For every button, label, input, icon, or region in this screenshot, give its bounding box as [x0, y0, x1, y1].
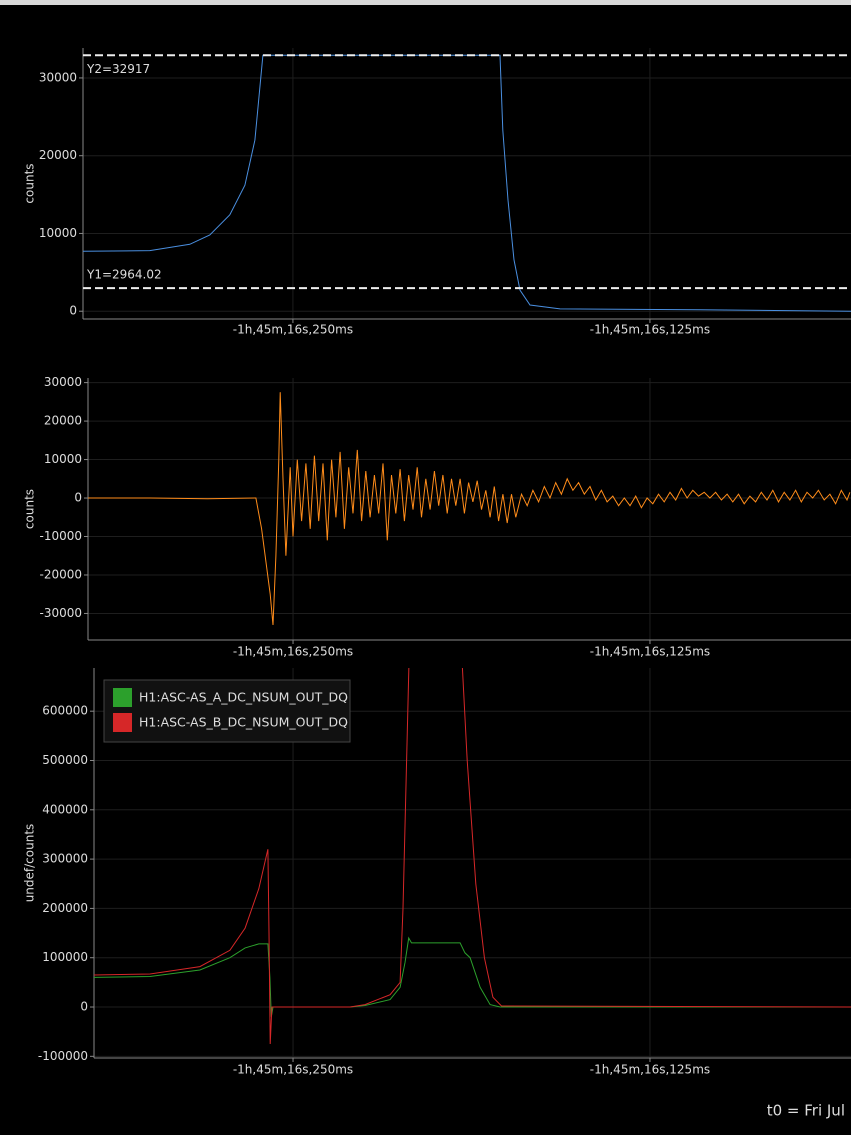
x-tick-label: -1h,45m,16s,125ms: [590, 1063, 710, 1077]
x-tick-label: -1h,45m,16s,250ms: [233, 645, 353, 659]
y-tick-label: -10000: [39, 529, 82, 543]
y-tick-label: 20000: [39, 148, 77, 162]
data-line: [94, 668, 851, 1045]
x-tick-label: -1h,45m,16s,250ms: [233, 323, 353, 337]
y-tick-label: 0: [74, 491, 82, 505]
y-tick-label: 0: [69, 304, 77, 318]
y-tick-label: 20000: [44, 414, 82, 428]
cursor-label: Y2=32917: [86, 62, 150, 76]
y-axis-label: counts: [23, 489, 37, 529]
y-tick-label: 300000: [42, 852, 88, 866]
y-tick-label: 10000: [44, 452, 82, 466]
cursor-label: Y1=2964.02: [86, 268, 162, 282]
legend-label: H1:ASC-AS_A_DC_NSUM_OUT_DQ: [139, 690, 348, 705]
legend-swatch: [113, 688, 132, 707]
data-line: [94, 936, 851, 1017]
y-tick-label: 10000: [39, 226, 77, 240]
y-tick-label: -30000: [39, 606, 82, 620]
data-line: [83, 54, 851, 312]
y-tick-label: 400000: [42, 802, 88, 816]
y-tick-label: 0: [80, 1000, 88, 1014]
footer: t0 = Fri Jul: [767, 1102, 845, 1120]
y-tick-label: -20000: [39, 567, 82, 581]
x-tick-label: -1h,45m,16s,250ms: [233, 1063, 353, 1077]
y-tick-label: 30000: [39, 70, 77, 84]
legend-label: H1:ASC-AS_B_DC_NSUM_OUT_DQ: [139, 715, 348, 730]
y-tick-label: 30000: [44, 375, 82, 389]
legend: [103, 679, 351, 743]
y-tick-label: 500000: [42, 753, 88, 767]
y-tick-label: -100000: [38, 1049, 88, 1063]
data-line: [88, 392, 851, 626]
y-tick-label: 100000: [42, 950, 88, 964]
y-tick-label: 600000: [42, 704, 88, 718]
x-tick-label: -1h,45m,16s,125ms: [590, 645, 710, 659]
x-tick-label: -1h,45m,16s,125ms: [590, 323, 710, 337]
y-tick-label: 200000: [42, 901, 88, 915]
y-axis-label: undef/counts: [23, 824, 37, 903]
legend-swatch: [113, 713, 132, 732]
top-border: [0, 0, 851, 5]
y-axis-label: counts: [23, 163, 37, 203]
